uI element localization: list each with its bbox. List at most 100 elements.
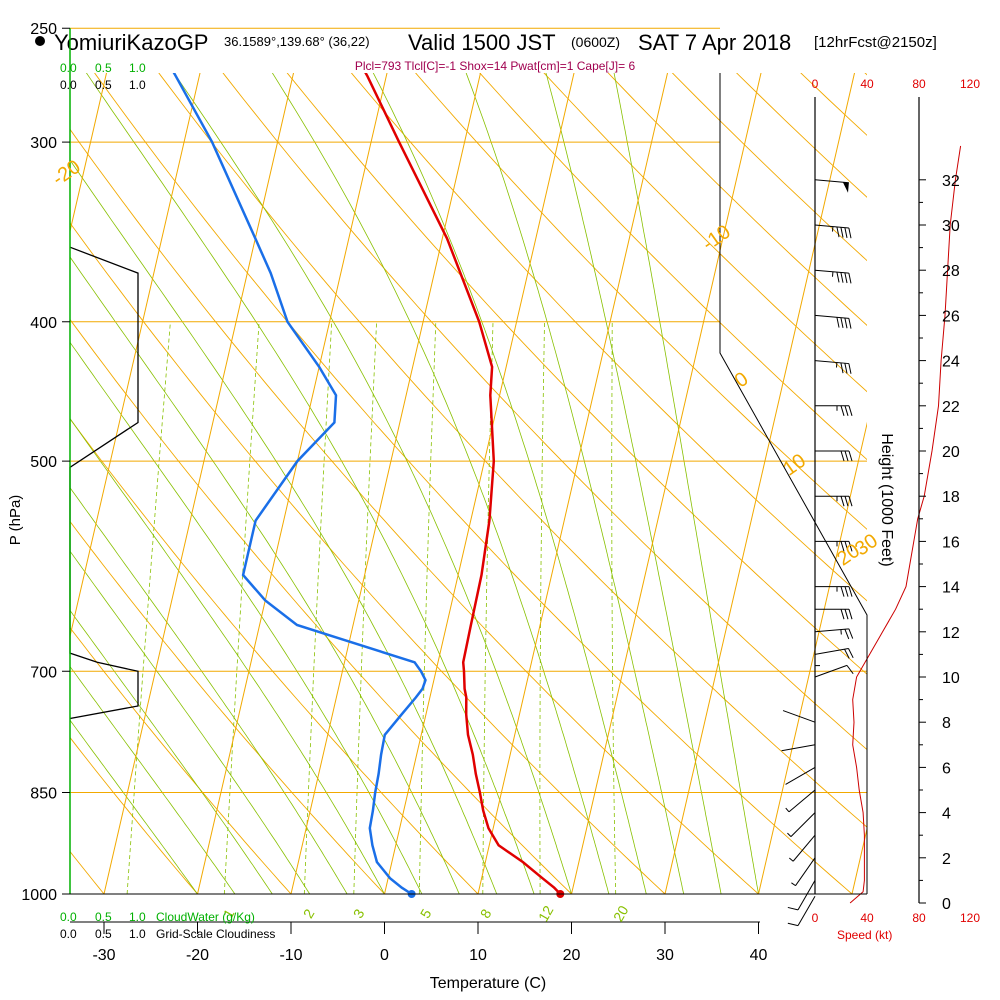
dry-adiabat [70, 318, 572, 895]
station-coords: 36.1589°,139.68° (36,22) [224, 34, 370, 49]
wind-barb [814, 224, 852, 239]
spd-bot-0: 0 [812, 911, 819, 925]
moist-adiabat [70, 550, 311, 895]
height-tick-2: 2 [942, 851, 951, 868]
height-tick-32: 32 [942, 173, 960, 190]
dewpoint-trace [172, 73, 427, 895]
cloudiness-profile [69, 246, 139, 720]
cw-btick-05: 0.5 [95, 910, 112, 924]
wind-barb-shaft [797, 880, 816, 911]
dry-adiabat [70, 520, 385, 895]
wind-feather [848, 541, 853, 552]
wind-feather [787, 922, 799, 927]
moist-adiabat [70, 417, 385, 895]
spd-top-120: 120 [960, 77, 980, 91]
pressure-tick-250: 250 [30, 21, 57, 38]
mixing-ratio-line [418, 321, 437, 895]
spd-top-40: 40 [860, 77, 874, 91]
temp-tick-0: 0 [380, 947, 389, 964]
wind-feather [848, 318, 852, 329]
dry-adiabat [70, 128, 759, 895]
wind-barb [785, 766, 816, 785]
height-tick-16: 16 [942, 534, 960, 551]
wind-feather [848, 227, 852, 239]
height-tick-20: 20 [942, 444, 960, 461]
mixing-ratio-line [353, 321, 377, 895]
cl-btick-1: 1.0 [129, 927, 146, 941]
pressure-tick-500: 500 [30, 454, 57, 471]
wind-feather [848, 628, 854, 639]
wind-feather [840, 362, 844, 374]
dry-adiabat [479, 73, 867, 461]
wind-feather [836, 226, 840, 238]
moist-adiabat [70, 609, 273, 895]
mixing-ratio-label: 2 [300, 906, 318, 921]
dry-adiabat [70, 736, 198, 895]
wind-barb-shaft [788, 789, 816, 813]
pressure-tick-300: 300 [30, 135, 57, 152]
wind-feather [848, 648, 854, 659]
wind-feather [848, 363, 852, 374]
mixing-ratio-line [303, 321, 333, 895]
wind-barb [785, 789, 816, 813]
station-name: YomiuriKazoGP [54, 30, 208, 55]
moist-adiabat [465, 73, 685, 895]
mixing-ratio-label: 20 [610, 903, 632, 925]
moist-adiabat [70, 256, 460, 895]
wind-feather [844, 609, 849, 620]
wind-feather [844, 363, 848, 374]
wind-feather [840, 496, 845, 507]
wind-barb [815, 495, 853, 507]
speed-scale-top: 0 40 80 120 [812, 77, 981, 91]
wind-speed-curve [849, 145, 962, 904]
temp-tick--10: -10 [279, 947, 302, 964]
mixing-ratio-line [539, 321, 545, 895]
wind-feather [844, 496, 849, 507]
wind-barb [814, 314, 852, 329]
wind-feather [840, 405, 845, 416]
cl-tick-05: 0.5 [95, 78, 112, 92]
wind-barb-shaft [814, 628, 849, 633]
mixing-ratio-label: 8 [477, 906, 495, 921]
wind-barb [787, 880, 816, 911]
isotherm-label: -10 [698, 221, 734, 256]
cw-tick-1: 1.0 [129, 61, 146, 75]
temp-tick-40: 40 [750, 947, 768, 964]
wind-feather [844, 541, 849, 552]
moist-adiabat [70, 341, 423, 895]
zulu-time: (0600Z) [571, 34, 620, 50]
wind-barb [814, 664, 854, 678]
isotherm-line [70, 73, 108, 234]
wind-profile-panel [781, 97, 854, 927]
wind-barb-shaft [790, 812, 816, 837]
wind-barb-shaft [814, 179, 849, 184]
wind-feather [840, 272, 844, 283]
pressure-tick-850: 850 [30, 786, 57, 803]
y-axis-title: P (hPa) [7, 495, 24, 546]
mixing-ratio-line [223, 321, 260, 895]
wind-barb [782, 710, 816, 723]
dry-adiabats [70, 73, 867, 895]
wind-feather [840, 450, 845, 462]
wind-feather [840, 227, 844, 238]
moist-adiabats [70, 73, 759, 895]
wind-half-feather [791, 882, 796, 887]
wind-half-feather [785, 807, 790, 813]
cloud-scale-top: 0.0 0.5 1.0 0.0 0.5 1.0 [60, 61, 146, 92]
dry-adiabat [607, 73, 867, 326]
wind-barb [814, 269, 852, 284]
station-marker-icon [35, 36, 45, 46]
mixing-ratio-label: 5 [417, 906, 435, 921]
wind-feather [848, 496, 853, 507]
wind-feather [787, 906, 799, 911]
wind-feather [846, 665, 854, 675]
height-tick-22: 22 [942, 399, 960, 416]
height-tick-14: 14 [942, 580, 960, 597]
pressure-tick-1000: 1000 [21, 887, 57, 904]
dry-adiabat [94, 73, 853, 895]
moist-adiabat [70, 487, 348, 895]
wind-feather [844, 405, 849, 416]
wind-barb [815, 608, 853, 620]
moist-adiabat [545, 73, 722, 895]
moist-adiabat [70, 665, 236, 895]
